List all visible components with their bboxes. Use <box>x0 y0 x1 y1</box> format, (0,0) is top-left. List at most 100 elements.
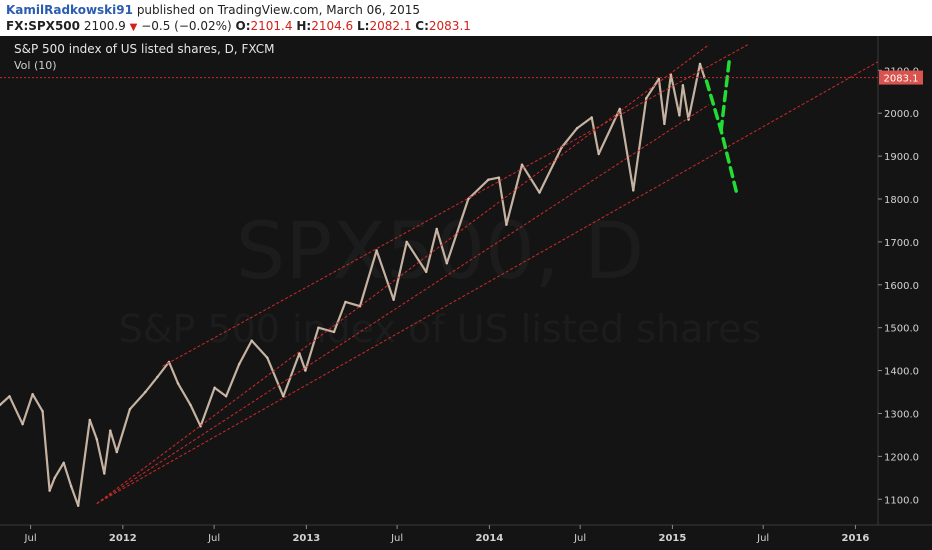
price-change: −0.5 (−0.02%) <box>141 19 232 33</box>
price-point-45 <box>538 191 541 194</box>
price-point-42 <box>497 176 501 179</box>
channel-line-3 <box>96 104 710 504</box>
price-point-24 <box>238 362 241 366</box>
author-link[interactable]: KamilRadkowski91 <box>6 3 133 17</box>
price-tick-label: 1200.0 <box>884 452 919 463</box>
price-point-22 <box>213 386 216 389</box>
price-point-37 <box>425 270 428 274</box>
time-axis-ticks: Jul 2012 Jul 2013 Jul 2014 Jul 2015 Jul 2016 <box>24 525 869 544</box>
price-point-34 <box>375 249 378 252</box>
price-tick-label: 1300.0 <box>884 409 919 420</box>
price-point-54 <box>663 122 666 126</box>
price-point-38 <box>435 227 438 231</box>
price-point-48 <box>590 116 593 119</box>
time-axis-area[interactable] <box>0 525 932 550</box>
price-point-43 <box>505 223 508 226</box>
price-chart[interactable]: SPX500, D S&P 500 index of US listed sha… <box>0 36 932 550</box>
price-point-35 <box>392 298 395 301</box>
price-point-31 <box>332 330 336 334</box>
close-label: C: <box>415 19 429 33</box>
time-tick-label: 2015 <box>658 533 686 544</box>
price-point-3 <box>31 393 34 396</box>
price-point-49 <box>597 152 600 156</box>
publish-line: KamilRadkowski91 published on TradingVie… <box>6 3 420 17</box>
price-axis-area[interactable] <box>878 36 932 550</box>
price-point-32 <box>344 300 347 304</box>
price-point-39 <box>445 262 448 265</box>
price-series <box>0 62 706 507</box>
price-point-23 <box>224 395 228 398</box>
price-point-44 <box>520 163 524 166</box>
price-point-30 <box>317 326 320 329</box>
price-point-7 <box>62 461 65 464</box>
price-point-0 <box>0 403 2 407</box>
channel-line-2 <box>96 61 879 504</box>
price-point-41 <box>487 178 490 181</box>
price-point-6 <box>53 476 56 479</box>
watermark-symbol: SPX500, D <box>236 207 645 297</box>
low-value: 2082.1 <box>369 19 412 33</box>
price-tick-label: 1700.0 <box>884 238 919 249</box>
high-label: H: <box>296 19 312 33</box>
price-point-47 <box>575 127 579 130</box>
price-point-27 <box>282 395 285 398</box>
price-point-58 <box>687 118 690 121</box>
down-triangle-icon: ▼ <box>129 22 138 33</box>
price-point-57 <box>681 84 685 87</box>
price-point-33 <box>358 305 362 308</box>
last-price: 2100.9 <box>83 19 126 33</box>
current-price-value: 2083.1 <box>884 74 919 85</box>
price-point-50 <box>618 107 621 111</box>
price-point-15 <box>128 408 132 411</box>
price-point-16 <box>144 390 147 394</box>
price-tick-label: 1800.0 <box>884 195 919 206</box>
price-point-1 <box>8 395 11 398</box>
time-tick-label: 2014 <box>475 533 503 544</box>
price-point-25 <box>250 339 253 342</box>
low-label: L: <box>357 19 370 33</box>
forecast-path-2 <box>719 55 732 133</box>
channel-line-4 <box>162 44 749 367</box>
open-label: O: <box>235 19 251 33</box>
price-point-52 <box>645 97 648 100</box>
price-point-9 <box>77 504 80 507</box>
watermark-description: S&P 500 index of US listed shares <box>119 307 762 351</box>
time-tick-label: 2013 <box>292 533 320 544</box>
time-tick-label: Jul <box>207 533 220 544</box>
current-price-tag <box>879 70 923 85</box>
price-point-5 <box>48 489 51 492</box>
price-point-17 <box>156 375 159 379</box>
price-point-28 <box>298 352 301 355</box>
price-point-19 <box>176 382 180 385</box>
price-point-11 <box>95 438 99 441</box>
price-point-13 <box>109 429 112 432</box>
published-text: published on TradingView.com, March 06, … <box>136 3 421 17</box>
time-tick-label: Jul <box>390 533 403 544</box>
channel-line-1 <box>96 44 710 504</box>
legend-title[interactable]: S&P 500 index of US listed shares, D, FX… <box>14 42 274 56</box>
price-tick-label: 1400.0 <box>884 367 919 378</box>
price-tick-label: 1500.0 <box>884 324 919 335</box>
price-point-20 <box>189 403 192 407</box>
volume-legend[interactable]: Vol (10) <box>14 59 57 72</box>
price-point-8 <box>70 485 73 488</box>
price-point-59 <box>698 62 702 66</box>
chart-background <box>0 36 932 550</box>
time-tick-label: Jul <box>756 533 769 544</box>
price-point-51 <box>632 189 635 192</box>
drawing-layer <box>96 44 879 504</box>
price-tick-label: 1900.0 <box>884 152 919 163</box>
price-point-56 <box>678 114 681 117</box>
open-value: 2101.4 <box>250 19 293 33</box>
time-tick-label: Jul <box>24 533 37 544</box>
price-point-12 <box>103 472 106 475</box>
price-point-40 <box>467 197 470 201</box>
symbol-label: FX:SPX500 <box>6 19 80 33</box>
high-value: 2104.6 <box>311 19 354 33</box>
price-point-36 <box>405 240 408 244</box>
close-value: 2083.1 <box>428 19 471 33</box>
chart-header: KamilRadkowski91 published on TradingVie… <box>0 0 932 36</box>
price-tick-label: 1600.0 <box>884 281 919 292</box>
ohlc-line: FX:SPX500 2100.9 ▼ −0.5 (−0.02%) O:2101.… <box>6 19 471 33</box>
time-tick-label: 2012 <box>109 533 137 544</box>
